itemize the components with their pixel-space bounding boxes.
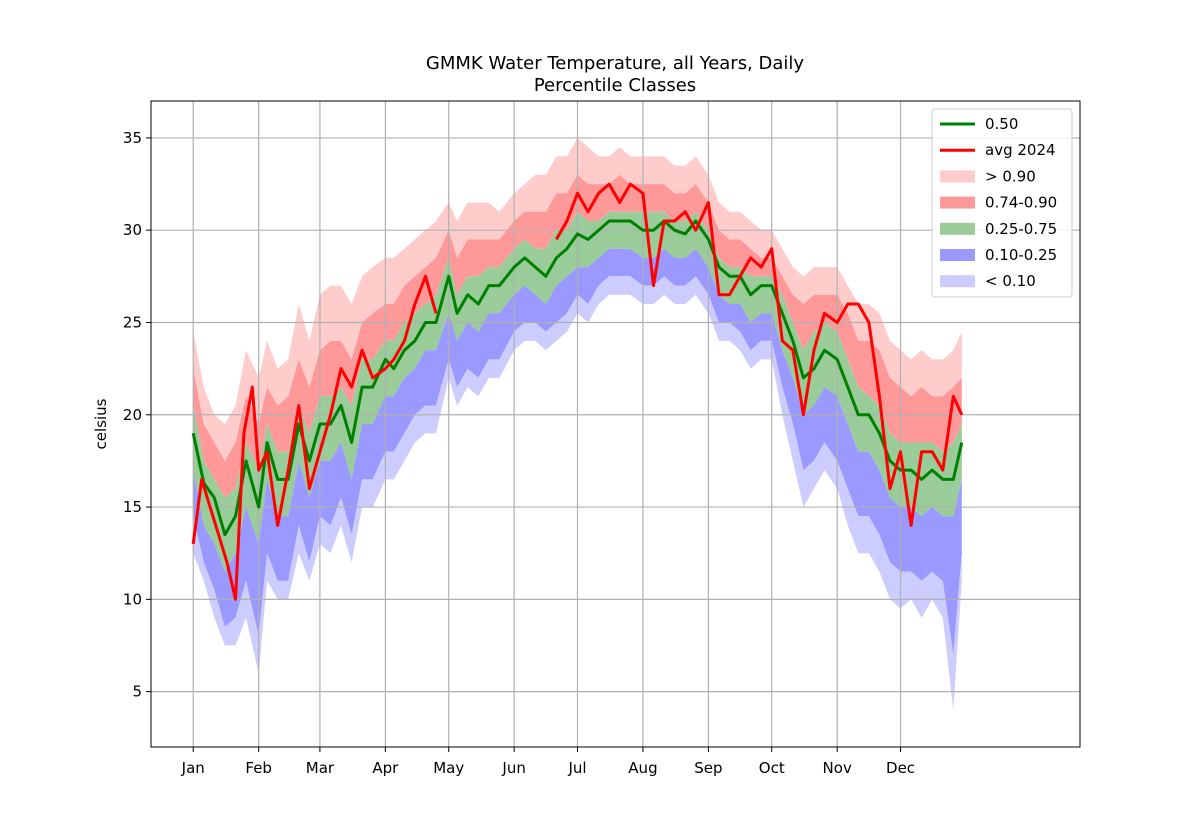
y-tick-label: 5 [132, 683, 142, 701]
x-tick-label: May [433, 759, 464, 777]
legend-swatch [940, 249, 975, 261]
y-axis-label: celsius [92, 398, 110, 449]
y-tick-label: 25 [123, 313, 142, 331]
x-tick-label: Oct [759, 759, 785, 777]
x-tick-label: Sep [694, 759, 722, 777]
series-lines [191, 182, 964, 601]
legend-label: > 0.90 [985, 167, 1036, 185]
y-tick-label: 15 [123, 498, 142, 516]
band-4 [193, 276, 962, 711]
legend-label: 0.25-0.75 [985, 220, 1057, 238]
chart-subtitle: Percentile Classes [534, 75, 696, 96]
legend-label: avg 2024 [985, 141, 1056, 159]
y-axis: 5 10 15 20 25 30 35 [123, 129, 151, 701]
x-axis: Jan Feb Mar Apr May Jun Jul Aug Sep Oct Nov Dec [181, 747, 915, 777]
legend-label: 0.74-0.90 [985, 194, 1057, 212]
legend-swatch [940, 275, 975, 288]
legend-label: 0.50 [985, 115, 1018, 133]
median-line [191, 219, 964, 537]
band-2 [193, 211, 962, 572]
x-tick-label: Feb [245, 759, 272, 777]
y-tick-label: 20 [123, 406, 142, 424]
band-3 [193, 248, 962, 655]
x-tick-label: Nov [823, 759, 852, 777]
percentile-bands [193, 137, 962, 711]
x-tick-label: Jan [181, 759, 205, 777]
x-tick-label: Dec [886, 759, 915, 777]
legend: 0.50 avg 2024 > 0.90 0.74-0.90 0.25-0.75 0.10… [931, 108, 1073, 298]
x-tick-label: Apr [372, 759, 399, 777]
x-tick-label: Jun [501, 759, 525, 777]
x-tick-label: Jul [567, 759, 586, 777]
band-0 [193, 137, 962, 461]
band-1 [193, 174, 962, 498]
legend-label: 0.10-0.25 [985, 246, 1057, 264]
avg-2024-line [191, 182, 964, 601]
y-tick-label: 10 [123, 590, 142, 608]
legend-swatch [940, 196, 975, 209]
y-tick-label: 35 [123, 129, 142, 147]
legend-swatch [940, 222, 975, 235]
x-tick-label: Aug [628, 759, 657, 777]
x-tick-label: Mar [306, 759, 335, 777]
grid [151, 101, 1080, 747]
y-tick-label: 30 [123, 221, 142, 239]
legend-label: < 0.10 [985, 272, 1036, 290]
legend-swatch [940, 170, 975, 183]
plot-frame [150, 100, 1081, 748]
chart-title: GMMK Water Temperature, all Years, Daily [426, 53, 805, 74]
